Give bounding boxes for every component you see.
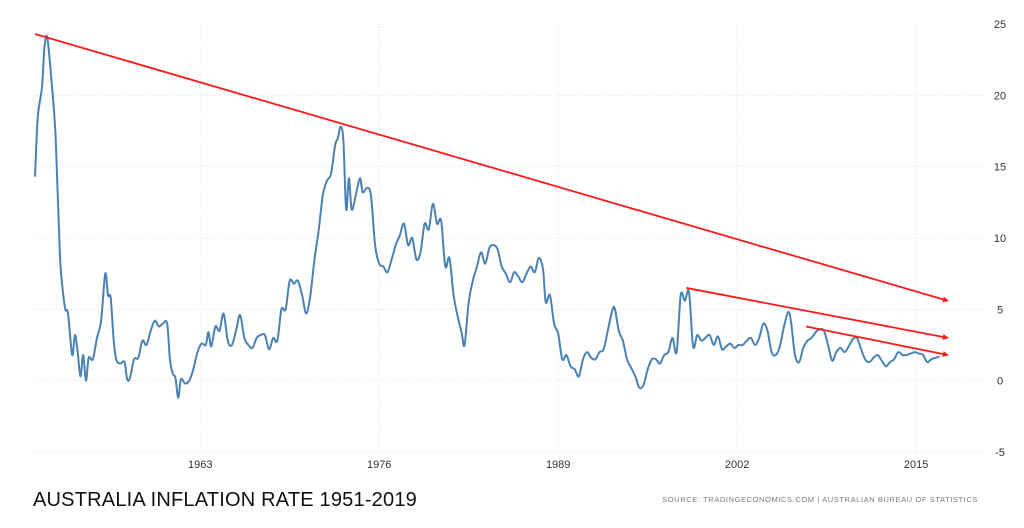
y-tick-label: 5 (997, 304, 1003, 316)
trend-line-arrow (686, 287, 949, 340)
x-tick-label: 1976 (367, 459, 391, 471)
y-tick-label: 15 (994, 162, 1006, 174)
chart-title: AUSTRALIA INFLATION RATE 1951-2019 (33, 489, 417, 511)
x-tick-label: 1989 (546, 459, 570, 471)
series-layer (34, 34, 940, 399)
trend-line-arrow (805, 325, 949, 357)
inflation-series-line (34, 34, 940, 399)
trend-lines (34, 33, 949, 357)
y-tick-label: 25 (994, 19, 1006, 31)
x-tick-label: 2002 (725, 459, 749, 471)
y-tick-label: -5 (995, 447, 1005, 459)
x-tick-label: 2015 (904, 459, 928, 471)
x-tick-label: 1963 (188, 459, 212, 471)
chart-source: SOURCE: TRADINGECONOMICS.COM | AUSTRALIA… (662, 495, 978, 504)
trend-line-arrow (34, 33, 949, 303)
y-tick-label: 10 (994, 233, 1006, 245)
y-tick-label: 0 (997, 376, 1003, 388)
y-tick-label: 20 (994, 90, 1006, 102)
